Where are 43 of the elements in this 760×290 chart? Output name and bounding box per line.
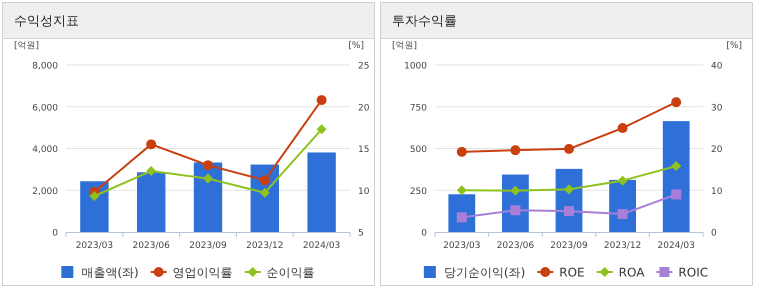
legend-label: 매출액(좌) [81, 266, 139, 280]
x-tick-label: 2024/03 [302, 241, 340, 251]
y2-tick-label: 10 [358, 186, 370, 197]
y-tick-label: 2,000 [32, 186, 58, 197]
x-tick-label: 2023/03 [443, 241, 480, 251]
y2-tick-label: 20 [358, 103, 370, 114]
x-tick-label: 2023/12 [604, 241, 642, 251]
y-tick-label: 4,000 [32, 145, 58, 155]
y2-tick-label: 40 [711, 62, 723, 72]
x-tick-label: 2023/06 [496, 241, 534, 251]
x-tick-label: 2023/03 [76, 241, 114, 251]
y2-tick-label: 25 [358, 62, 370, 72]
y2-axis-title: [%] [348, 41, 364, 51]
y2-tick-label: 30 [711, 103, 723, 114]
legend-label: 순이익률 [266, 266, 315, 280]
chart-title: 수익성지표 [14, 14, 79, 29]
y2-tick-label: 15 [358, 145, 370, 155]
x-tick-label: 2023/09 [550, 241, 588, 251]
x-tick-label: 2023/12 [246, 241, 284, 251]
legend-label: 영업이익률 [172, 266, 233, 280]
y-tick-label: 8,000 [32, 62, 58, 72]
legend-label: ROA [618, 266, 646, 280]
y2-tick-label: 20 [711, 145, 723, 155]
y2-tick-label: 10 [711, 186, 723, 197]
y-tick-label: 1000 [404, 62, 428, 72]
legend-label: 당기순이익(좌) [444, 266, 526, 280]
y-axis-title: [억원] [392, 41, 418, 51]
y-axis-title: [억원] [14, 41, 40, 51]
y-tick-label: 500 [410, 145, 428, 155]
y2-tick-label: 5 [358, 228, 364, 238]
x-tick-label: 2023/06 [132, 241, 170, 251]
y2-axis-title: [%] [726, 41, 742, 51]
y-tick-label: 0 [52, 228, 58, 238]
legend-label: ROE [559, 266, 585, 280]
x-tick-label: 2024/03 [658, 241, 695, 251]
y2-tick-label: 0 [711, 228, 717, 238]
y-tick-label: 750 [410, 103, 428, 114]
legend-label: ROIC [678, 266, 708, 280]
y-tick-label: 6,000 [32, 103, 58, 114]
y-tick-label: 0 [421, 228, 428, 238]
x-tick-label: 2023/09 [189, 241, 227, 251]
y-tick-label: 250 [410, 186, 428, 197]
chart-title: 투자수익률 [392, 14, 457, 29]
